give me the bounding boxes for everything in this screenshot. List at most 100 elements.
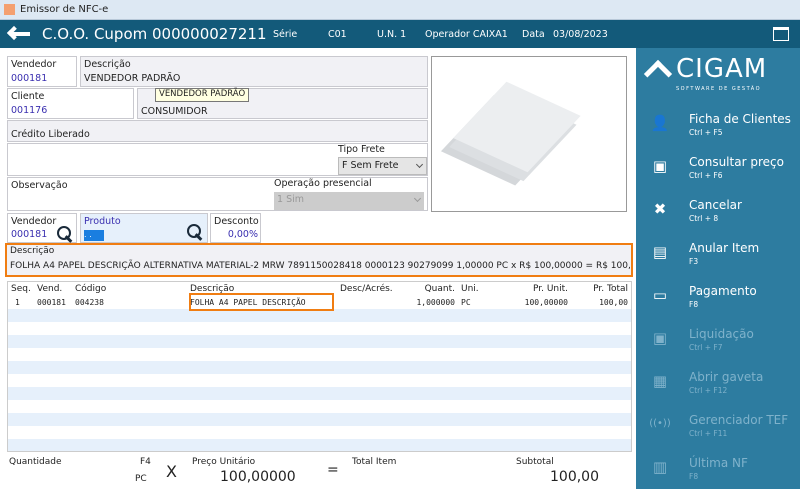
vendedor2-field[interactable]: Vendedor 000181	[7, 213, 77, 243]
user-icon: 👤	[650, 114, 670, 132]
column-header[interactable]: Código	[75, 284, 107, 294]
chevron-down-icon	[413, 194, 422, 203]
table-row[interactable]	[8, 439, 631, 451]
tipo-frete-value: F Sem Frete	[342, 160, 399, 171]
column-header[interactable]: Vend.	[37, 284, 63, 294]
operacao-value: 1 Sim	[277, 194, 304, 205]
f4-label: F4	[140, 457, 151, 467]
tipo-frete-label: Tipo Frete	[338, 144, 385, 155]
serie-value: C01	[328, 29, 347, 40]
column-header[interactable]: Desc/Acrés.	[340, 284, 393, 294]
desconto-field[interactable]: Desconto 0,00%	[210, 213, 261, 243]
table-row[interactable]	[8, 322, 631, 335]
search-icon[interactable]	[57, 226, 74, 243]
price-search-icon: ▣	[652, 157, 668, 175]
table-cell: 100,00000	[524, 298, 568, 307]
product-image	[431, 56, 627, 212]
table-row[interactable]	[8, 348, 631, 361]
vendedor2-label: Vendedor	[11, 216, 57, 227]
cliente-label: Cliente	[11, 91, 45, 102]
column-header[interactable]: Seq.	[11, 284, 31, 294]
table-row[interactable]: 1 000181 004238 FOLHA A4 PAPEL DESCRIÇÃO 1,0…	[8, 296, 631, 309]
table-row[interactable]	[8, 413, 631, 426]
table-row[interactable]	[8, 309, 631, 322]
table-cell: 1	[15, 298, 20, 307]
column-header[interactable]: Pr. Unit.	[532, 284, 568, 294]
vendedor2-value: 000181	[11, 229, 48, 240]
close-icon: ✖	[653, 200, 667, 218]
produto-input[interactable]: . .	[84, 230, 104, 241]
sidebar-item-label: Liquidação	[689, 327, 754, 341]
search-icon[interactable]	[187, 224, 204, 241]
operacao-label: Operação presencial	[274, 178, 372, 189]
quantidade-label: Quantidade	[9, 457, 62, 467]
column-header[interactable]: Descrição	[190, 284, 235, 294]
operador: Operador CAIXA1	[425, 29, 508, 40]
chevron-down-icon	[415, 160, 424, 169]
observacao-label[interactable]: Observação	[11, 180, 68, 191]
sidebar-item-shortcut: F3	[689, 257, 699, 266]
tipo-frete-select[interactable]: F Sem Frete	[338, 157, 427, 175]
sidebar-item-shortcut: Ctrl + F12	[689, 386, 728, 395]
sidebar-item-consultar-pre-o[interactable]: ▣ Consultar preço Ctrl + F6	[636, 151, 800, 191]
credito-field: Crédito Liberado	[7, 120, 428, 142]
sidebar-item-label: Pagamento	[689, 284, 757, 298]
data-label: Data	[522, 29, 545, 40]
sidebar-item-anular-item[interactable]: ▤ Anular Item F3	[636, 237, 800, 277]
table-row[interactable]	[8, 426, 631, 439]
total-item-label: Total Item	[352, 457, 397, 467]
window-title: Emissor de NFC-e	[20, 4, 109, 15]
cliente-field[interactable]: Cliente 001176	[7, 88, 134, 119]
drawer-icon: ▦	[652, 372, 668, 390]
table-row[interactable]	[8, 335, 631, 348]
serie-label: Série	[273, 29, 298, 40]
desconto-label: Desconto	[214, 216, 259, 227]
sidebar-item-label: Anular Item	[689, 241, 760, 255]
items-table: Seq. Vend. Código Descrição Desc/Acrés. Quant…	[7, 281, 632, 452]
column-header[interactable]: Quant.	[424, 284, 455, 294]
frete-section: Tipo Frete F Sem Frete	[7, 143, 428, 176]
table-row[interactable]	[8, 361, 631, 374]
document-remove-icon: ▤	[652, 243, 668, 261]
sidebar-item-abrir-gaveta: ▦ Abrir gaveta Ctrl + F12	[636, 366, 800, 406]
column-header[interactable]: Pr. Total	[593, 284, 628, 294]
tooltip: VENDEDOR PADRÃO	[155, 88, 250, 102]
produto-label: Produto	[84, 216, 121, 227]
cigam-logo-icon	[643, 59, 673, 89]
table-cell: 004238	[75, 298, 104, 307]
coo-value: 000000027211	[152, 25, 267, 43]
table-row[interactable]	[8, 400, 631, 413]
produto-field[interactable]: Produto . .	[80, 213, 208, 243]
sidebar-item-label: Última NF	[689, 456, 748, 470]
cliente-value: 001176	[11, 105, 48, 116]
printer-icon: ▣	[652, 329, 668, 347]
operacao-select[interactable]: 1 Sim	[274, 192, 424, 210]
sidebar-item-ficha-de-clientes[interactable]: 👤 Ficha de Clientes Ctrl + F5	[636, 108, 800, 148]
sidebar-item-shortcut: Ctrl + F11	[689, 429, 728, 438]
table-row[interactable]	[8, 374, 631, 387]
sidebar-item-shortcut: Ctrl + F7	[689, 343, 723, 352]
column-header[interactable]: Uni.	[461, 284, 479, 294]
credito-label: Crédito Liberado	[11, 129, 90, 140]
table-cell: 000181	[37, 298, 66, 307]
sidebar-item-cancelar[interactable]: ✖ Cancelar Ctrl + 8	[636, 194, 800, 234]
equals-sign: =	[327, 462, 339, 478]
sidebar-item--ltima-nf: ▥ Última NF F8	[636, 452, 800, 492]
app-icon	[4, 4, 15, 15]
preco-value: 100,00000	[220, 469, 296, 485]
table-row[interactable]	[8, 387, 631, 400]
sidebar-item-pagamento[interactable]: ▭ Pagamento F8	[636, 280, 800, 320]
sidebar-item-shortcut: Ctrl + 8	[689, 214, 719, 223]
back-arrow-icon[interactable]	[6, 25, 30, 41]
window-settings-icon[interactable]	[773, 27, 789, 41]
vendedor-field[interactable]: Vendedor 000181	[7, 56, 77, 87]
description-highlight	[189, 293, 334, 311]
wireless-icon: ((•))	[649, 418, 671, 429]
item-description-value: FOLHA A4 PAPEL DESCRIÇÃO ALTERNATIVA MAT…	[10, 261, 633, 271]
sidebar-item-shortcut: Ctrl + F6	[689, 171, 723, 180]
table-cell: PC	[461, 298, 471, 307]
preco-label: Preço Unitário	[192, 457, 256, 467]
sidebar-item-label: Ficha de Clientes	[689, 112, 791, 126]
table-header: Seq. Vend. Código Descrição Desc/Acrés. Quant…	[8, 282, 631, 296]
header-bar: C.O.O. Cupom 000000027211 Série C01 U.N.…	[0, 20, 800, 48]
